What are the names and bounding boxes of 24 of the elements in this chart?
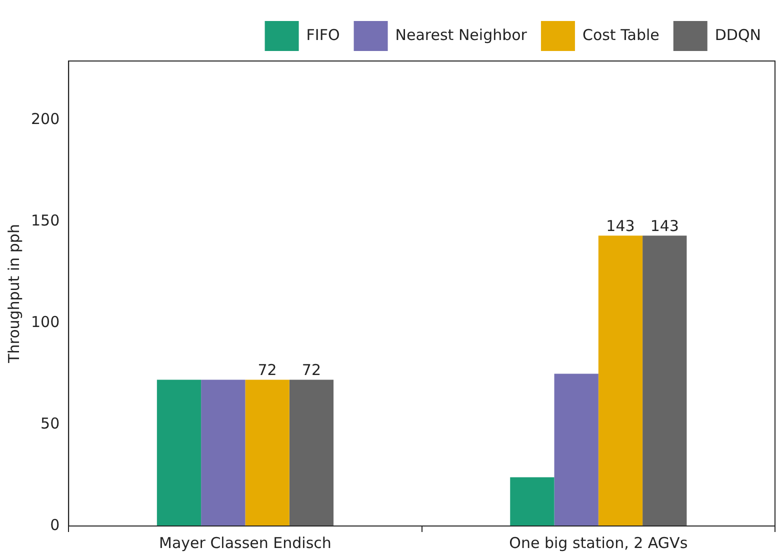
bar — [554, 374, 598, 526]
bar — [598, 236, 643, 526]
bar — [156, 380, 202, 526]
bar — [201, 380, 246, 526]
y-tick-label: 0 — [50, 516, 60, 534]
x-tick-label: One big station, 2 AGVs — [509, 534, 688, 552]
y-tick-label: 200 — [30, 110, 60, 128]
bar — [289, 380, 334, 526]
legend-label: DDQN — [714, 26, 762, 44]
data-label: 143 — [650, 217, 679, 236]
legend-label: Nearest Neighbor — [395, 26, 528, 44]
bar — [245, 380, 290, 526]
data-label: 143 — [606, 217, 635, 236]
y-tick-label: 100 — [30, 312, 60, 331]
y-tick-label: 50 — [40, 414, 60, 432]
data-label: 72 — [302, 361, 321, 380]
data-label: 72 — [258, 361, 277, 380]
y-tick-label: 150 — [30, 211, 60, 230]
bar — [510, 477, 554, 526]
bar — [642, 236, 687, 526]
x-tick-label: Mayer Classen Endisch — [159, 534, 332, 552]
y-axis-title: Throughput in pph — [4, 224, 23, 364]
legend-label: FIFO — [306, 26, 340, 44]
legend-label: Cost Table — [582, 26, 660, 44]
